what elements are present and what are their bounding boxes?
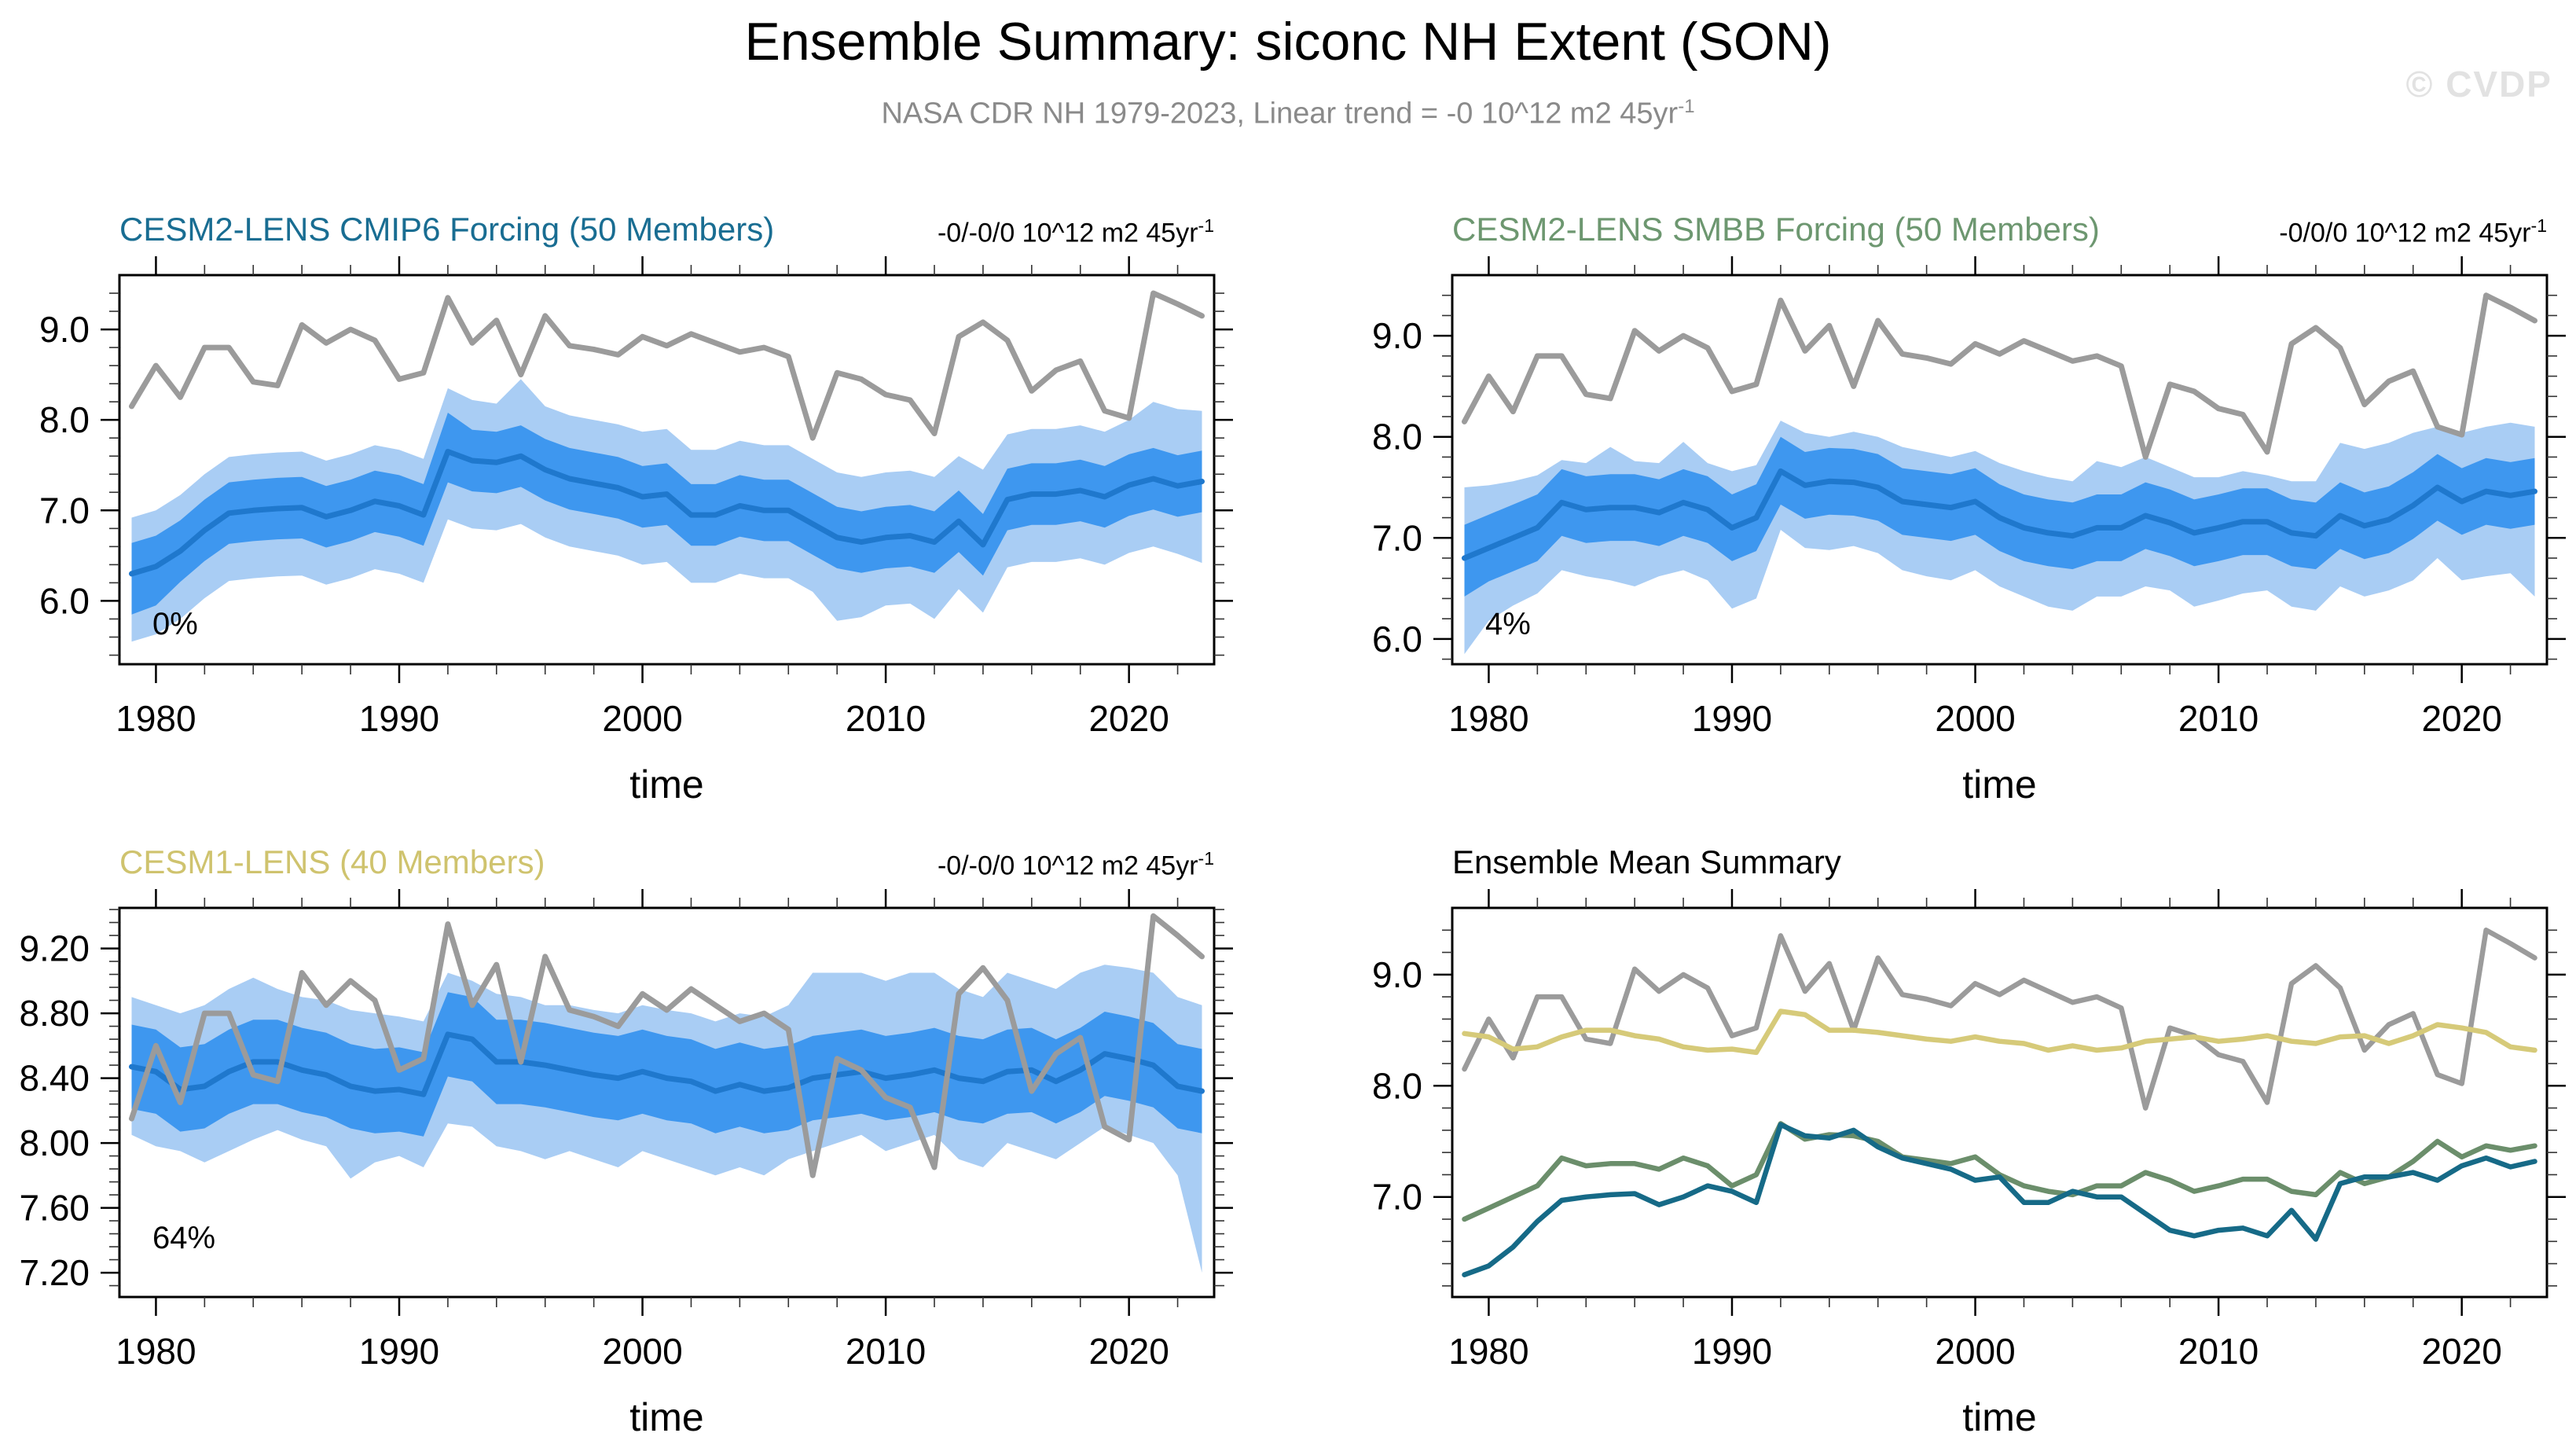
x-tick-label: 2000 xyxy=(602,1331,682,1372)
y-tick-label: 6.0 xyxy=(39,580,90,621)
y-tick-label: 6.0 xyxy=(1372,619,1422,660)
ensemble-spread-band xyxy=(131,413,1202,615)
plot-cesm1: 1980 1990 2000 2010 2020 7.20 7.60 8.00 8.40 8.80… xyxy=(19,889,1233,1439)
x-tick-label: 1980 xyxy=(116,698,196,739)
cmip6-mean-line xyxy=(1462,1122,2537,1277)
axis-frame xyxy=(118,274,1216,666)
agreement-percent-label: 64% xyxy=(152,1221,215,1255)
x-tick-label: 2020 xyxy=(2421,1331,2501,1372)
y-tick-label: 8.00 xyxy=(19,1122,90,1163)
agreement-percent-label: 0% xyxy=(152,607,198,641)
panel-title-smbb: CESM2-LENS SMBB Forcing (50 Members) xyxy=(1452,211,2100,248)
x-tick-label: 1980 xyxy=(1448,698,1528,739)
y-tick-label: 7.0 xyxy=(1372,517,1422,558)
panel-title-cesm1: CESM1-LENS (40 Members) xyxy=(119,843,545,880)
x-tick-label: 1990 xyxy=(359,1331,439,1372)
y-tick-label: 9.20 xyxy=(19,928,90,969)
x-tick-label: 2020 xyxy=(1088,1331,1169,1372)
panel-header-cesm1: CESM1-LENS (40 Members) -0/-0/0 10^12 m2… xyxy=(119,836,1214,881)
ensemble-mean-line xyxy=(1462,468,2537,561)
y-tick-label: 8.80 xyxy=(19,993,90,1034)
y-tick-label: 8.0 xyxy=(39,399,90,440)
y-tick-label: 9.0 xyxy=(1372,315,1422,356)
y-tick-label: 9.0 xyxy=(1372,954,1422,995)
axis-frame xyxy=(1451,906,2548,1299)
x-tick-label: 2000 xyxy=(602,698,682,739)
panel-header-smbb: CESM2-LENS SMBB Forcing (50 Members) -0/… xyxy=(1452,203,2547,248)
y-tick-label: 8.0 xyxy=(1372,417,1422,457)
plot-smbb: 1980 1990 2000 2010 2020 6.0 7.0 8.0 9.0 time 4% xyxy=(1372,256,2566,806)
subtitle-superscript: -1 xyxy=(1678,96,1695,117)
plot-area-1 xyxy=(1462,292,2537,655)
y-tick-label: 9.0 xyxy=(39,309,90,350)
figure-subtitle: NASA CDR NH 1979-2023, Linear trend = -0… xyxy=(881,96,1695,130)
y-tick-label: 7.20 xyxy=(19,1252,90,1293)
x-tick-label: 2010 xyxy=(2178,1331,2259,1372)
x-axis-label: time xyxy=(629,762,703,806)
agreement-percent-label: 4% xyxy=(1485,607,1531,641)
cesm1-mean-line xyxy=(1462,1009,2537,1056)
panel-title-cmip6: CESM2-LENS CMIP6 Forcing (50 Members) xyxy=(119,211,775,248)
x-tick-label: 1990 xyxy=(1692,1331,1772,1372)
x-tick-label: 2000 xyxy=(1935,1331,2015,1372)
x-tick-label: 1980 xyxy=(116,1331,196,1372)
figure-title: Ensemble Summary: siconc NH Extent (SON) xyxy=(744,12,1832,72)
panel-trend-cesm1: -0/-0/0 10^12 m2 45yr-1 xyxy=(937,847,1214,880)
x-tick-label: 2000 xyxy=(1935,698,2015,739)
plot-area-2 xyxy=(129,913,1205,1273)
observations-line xyxy=(129,913,1205,1178)
x-tick-label: 2010 xyxy=(2178,698,2259,739)
smbb-mean-line xyxy=(1462,1121,2537,1222)
plot-cmip6: 1980 1990 2000 2010 2020 6.0 7.0 8.0 9.0 time 0% xyxy=(39,256,1233,806)
y-tick-label: 8.40 xyxy=(19,1058,90,1099)
plot-ensemble-mean-summary: 1980 1990 2000 2010 2020 7.0 8.0 9.0 time xyxy=(1372,889,2566,1439)
panel-header-summary: Ensemble Mean Summary xyxy=(1452,836,2547,881)
x-tick-label: 1980 xyxy=(1448,1331,1528,1372)
x-tick-label: 1990 xyxy=(1692,698,1772,739)
x-axis-label: time xyxy=(1962,762,2036,806)
y-tick-label: 7.0 xyxy=(39,490,90,531)
x-tick-label: 2020 xyxy=(1088,698,1169,739)
cvdp-watermark: © CVDP xyxy=(2405,64,2552,105)
ensemble-mean-line xyxy=(129,449,1205,577)
x-axis-label: time xyxy=(1962,1395,2036,1439)
y-tick-label: 7.0 xyxy=(1372,1177,1422,1218)
x-tick-label: 2020 xyxy=(2421,698,2501,739)
plot-area-3 xyxy=(1462,928,2537,1277)
x-tick-label: 2010 xyxy=(846,1331,926,1372)
x-tick-label: 2010 xyxy=(846,698,926,739)
panel-trend-smbb: -0/0/0 10^12 m2 45yr-1 xyxy=(2279,215,2547,248)
axis-frame xyxy=(118,906,1216,1299)
observations-line xyxy=(129,290,1205,441)
x-axis-label: time xyxy=(629,1395,703,1439)
panel-header-cmip6: CESM2-LENS CMIP6 Forcing (50 Members) -0… xyxy=(119,203,1214,248)
axis-frame xyxy=(1451,274,2548,666)
plot-area-0 xyxy=(129,290,1205,642)
x-tick-label: 1990 xyxy=(359,698,439,739)
y-tick-label: 8.0 xyxy=(1372,1065,1422,1106)
panel-trend-cmip6: -0/-0/0 10^12 m2 45yr-1 xyxy=(937,215,1214,248)
ensemble-spread-band xyxy=(131,992,1202,1137)
obs-mean-line xyxy=(1462,928,2537,1111)
panel-title-summary: Ensemble Mean Summary xyxy=(1452,843,1841,880)
observations-line xyxy=(1462,292,2537,460)
y-tick-label: 7.60 xyxy=(19,1188,90,1229)
